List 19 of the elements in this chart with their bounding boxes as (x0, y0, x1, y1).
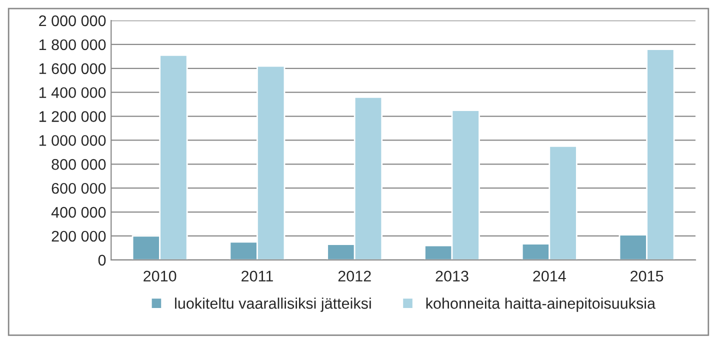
x-tick-label: 2013 (436, 270, 468, 282)
y-tick-label: 600 000 (52, 182, 106, 194)
x-tick-label: 2012 (338, 270, 371, 282)
legend-label: luokiteltu vaarallisiksi jätteiksi (175, 298, 371, 312)
legend-label: kohonneita haitta-ainepitoisuuksia (426, 298, 656, 312)
x-tick-label: 2015 (630, 270, 664, 282)
y-tick-label: 1 800 000 (39, 39, 106, 50)
y-tick-label: 400 000 (51, 206, 106, 218)
y-tick-label: 200 000 (52, 230, 106, 242)
x-tick-label: 2010 (144, 270, 176, 282)
x-tick-label: 2014 (533, 270, 566, 282)
y-tick-label: 2 000 000 (39, 15, 106, 26)
y-tick-label: 1 600 000 (39, 63, 106, 74)
y-tick-label: 1 000 000 (39, 135, 106, 146)
y-tick-label: 1 200 000 (39, 111, 106, 122)
y-tick-label: 0 (98, 254, 106, 266)
y-tick-label: 1 400 000 (39, 87, 106, 98)
x-tick-label: 2011 (242, 270, 273, 282)
y-tick-label: 800 000 (52, 159, 106, 170)
